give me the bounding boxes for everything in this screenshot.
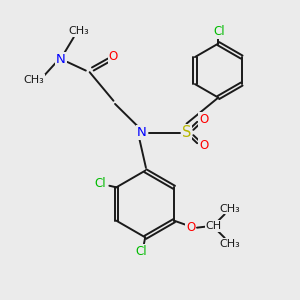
Text: O: O bbox=[186, 221, 195, 234]
Text: S: S bbox=[182, 125, 191, 140]
Text: O: O bbox=[200, 113, 208, 126]
Text: N: N bbox=[56, 53, 66, 66]
Text: N: N bbox=[137, 126, 147, 139]
Text: Cl: Cl bbox=[95, 177, 106, 190]
Text: O: O bbox=[200, 140, 208, 152]
Text: CH₃: CH₃ bbox=[219, 238, 240, 249]
Text: CH: CH bbox=[206, 221, 222, 231]
Text: CH₃: CH₃ bbox=[219, 204, 240, 214]
Text: Cl: Cl bbox=[136, 245, 147, 258]
Text: CH₃: CH₃ bbox=[68, 26, 89, 36]
Text: Cl: Cl bbox=[213, 25, 225, 38]
Text: O: O bbox=[109, 50, 118, 63]
Text: CH₃: CH₃ bbox=[24, 75, 44, 85]
